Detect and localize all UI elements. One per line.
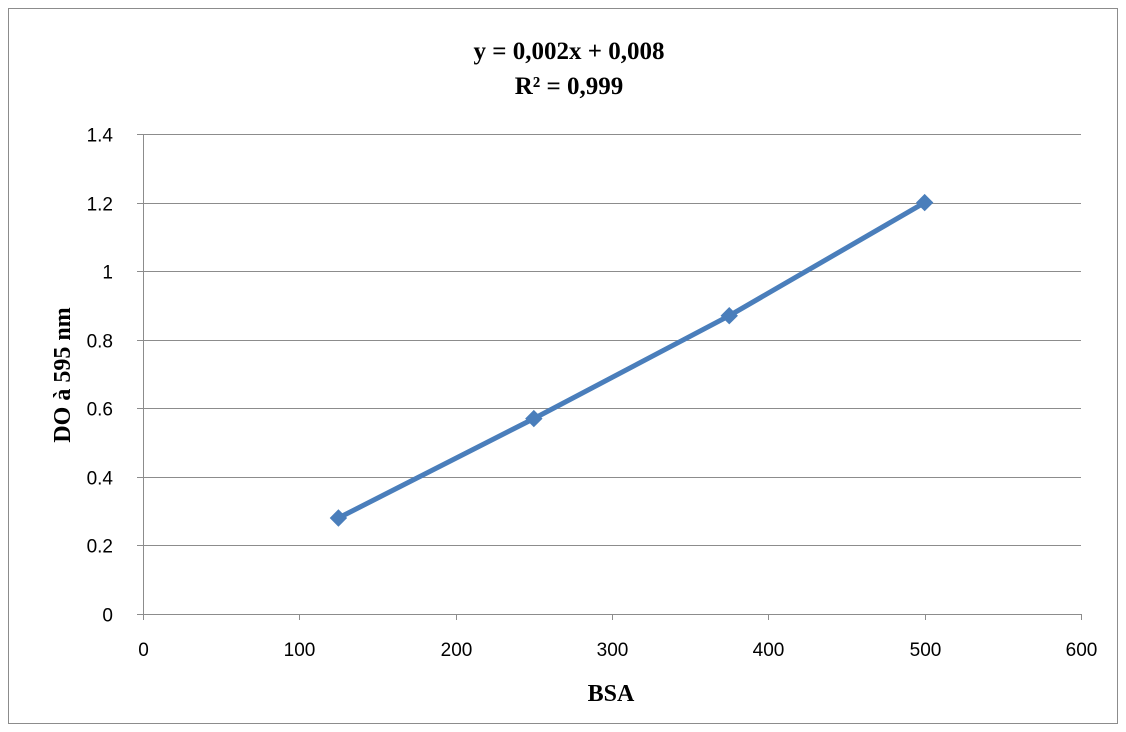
data-point (720, 307, 738, 325)
y-tick-label: 0 (102, 606, 113, 627)
y-tick-label: 1.2 (87, 195, 113, 216)
x-tick-label: 600 (1066, 640, 1098, 661)
data-series (329, 193, 934, 527)
y-tick-label: 0.4 (87, 469, 114, 490)
data-point (329, 509, 348, 527)
y-tick-label: 0.6 (87, 400, 113, 421)
y-tick-label: 0.8 (87, 332, 113, 353)
y-axis-title: DO à 595 nm (50, 307, 76, 442)
y-tick-labels: 0 0.2 0.4 0.6 0.8 1 1.2 1.4 (87, 126, 114, 627)
data-point (525, 409, 543, 428)
chart-title: y = 0,002x + 0,008 (474, 38, 665, 65)
y-tick-label: 0.2 (87, 537, 113, 558)
x-tick-labels: 0 100 200 300 400 500 600 (138, 640, 1097, 661)
axes (137, 134, 1082, 620)
chart-border (8, 8, 1118, 724)
x-tick-label: 200 (441, 640, 473, 661)
y-tick-label: 1.4 (87, 126, 114, 147)
x-tick-label: 100 (284, 640, 316, 661)
chart-subtitle: R² = 0,999 (515, 73, 624, 100)
x-tick-label: 0 (138, 640, 149, 661)
x-axis-title: BSA (588, 681, 635, 707)
data-point (915, 193, 934, 212)
x-tick-label: 500 (910, 640, 942, 661)
series-line (335, 200, 928, 521)
x-tick-label: 400 (753, 640, 785, 661)
y-tick-label: 1 (102, 263, 113, 284)
gridlines (143, 134, 1081, 546)
x-tick-label: 300 (597, 640, 629, 661)
